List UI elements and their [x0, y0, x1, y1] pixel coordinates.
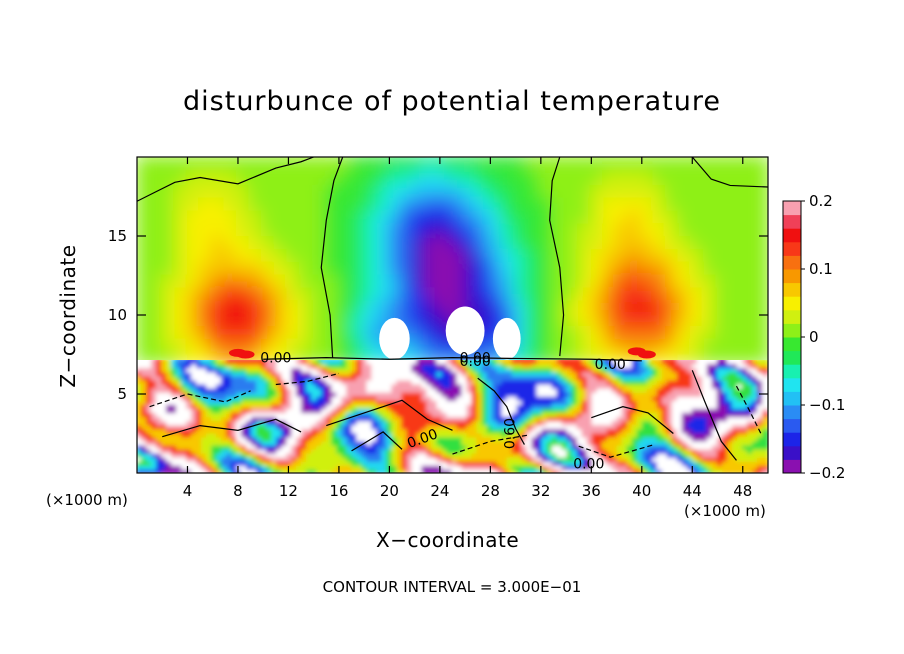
x-axis-label: X−coordinate: [376, 528, 520, 552]
colorbar-swatch: [783, 418, 801, 433]
colorbar-swatch: [783, 241, 801, 256]
colorbar-tick-label: 0: [809, 328, 819, 346]
colorbar-swatch: [783, 405, 801, 420]
contour-label: 0.00: [460, 354, 491, 370]
x-tick-label: 32: [531, 482, 550, 500]
y-axis-label: Z−coordinate: [56, 244, 80, 388]
colorbar-swatch: [783, 255, 801, 270]
contour-label: 0.00: [573, 457, 604, 473]
x-tick-label: 24: [430, 482, 449, 500]
chart-title: disturbunce of potential temperature: [183, 86, 721, 117]
field-upper-layer: [137, 157, 768, 360]
colorbar-swatch: [783, 323, 801, 338]
colorbar-swatch: [783, 296, 801, 311]
x-tick-label: 44: [683, 482, 702, 500]
x-unit-right: (×1000 m): [684, 502, 766, 520]
contour-label: 0.00: [595, 357, 626, 373]
colorbar-swatch: [783, 337, 801, 352]
contour-lines: 0.00 0.00 0.000.000.000.600.00: [136, 156, 769, 473]
colorbar-swatch: [783, 459, 801, 474]
y-tick-label: 10: [108, 306, 127, 324]
colorbar-tick-label: −0.2: [809, 464, 845, 482]
x-tick-label: 8: [233, 482, 243, 500]
x-tick-label: 36: [582, 482, 601, 500]
x-tick-label: 20: [380, 482, 399, 500]
x-tick-label: 40: [632, 482, 651, 500]
x-tick-label: 48: [733, 482, 752, 500]
x-tick-label: 4: [183, 482, 193, 500]
y-tick-label: 15: [108, 227, 127, 245]
contour-label: 0.60: [502, 418, 518, 449]
colorbar-swatch: [783, 214, 801, 229]
colorbar-swatch: [783, 377, 801, 392]
colorbar-swatch: [783, 269, 801, 284]
contour-label: 0.00: [260, 351, 291, 367]
colorbar-swatch: [783, 228, 801, 243]
contour-interval-footer: CONTOUR INTERVAL = 3.000E−01: [322, 578, 582, 596]
x-tick-label: 28: [481, 482, 500, 500]
x-tick-label: 12: [279, 482, 298, 500]
x-unit-left: (×1000 m): [46, 491, 128, 509]
colorbar-swatch: [783, 445, 801, 460]
colorbar-tick-label: 0.2: [809, 192, 833, 210]
colorbar-swatch: [783, 432, 801, 447]
field-lower-layer: [137, 360, 768, 473]
colorbar-swatch: [783, 282, 801, 297]
colorbar-tick-label: 0.1: [809, 260, 833, 278]
y-axis-ticks: 5 10 15: [108, 227, 768, 403]
colorbar-swatch: [783, 309, 801, 324]
y-tick-label: 5: [117, 385, 127, 403]
colorbar-tick-label: −0.1: [809, 396, 845, 414]
contour-label: 0.00: [460, 351, 491, 367]
x-axis-ticks: 4 8 12 16 20 24 28 32 36 40 44 48: [183, 157, 752, 500]
x-tick-label: 16: [329, 482, 348, 500]
colorbar-swatch: [783, 350, 801, 365]
colorbar-swatch: [783, 391, 801, 406]
colorbar: 0.2 0.1 0 −0.1 −0.2: [782, 192, 845, 482]
colorbar-swatch: [783, 201, 801, 216]
colorbar-swatch: [783, 364, 801, 379]
